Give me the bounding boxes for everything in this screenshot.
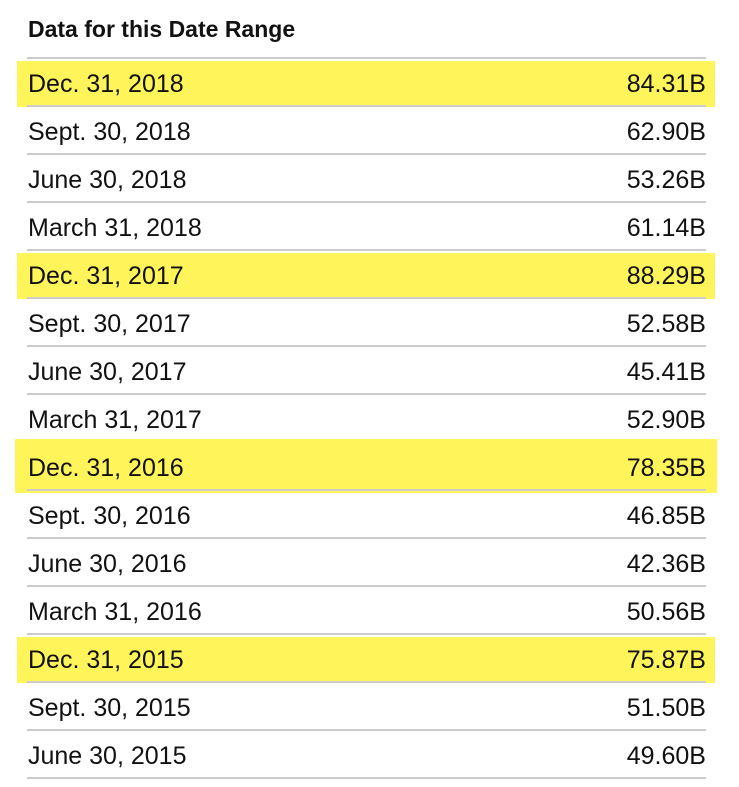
row-value: 78.35B [626, 454, 706, 482]
row-date: Sept. 30, 2015 [28, 694, 191, 722]
date-range-table: Dec. 31, 2018 84.31B Sept. 30, 2018 62.9… [15, 57, 717, 779]
table-row: Dec. 31, 2017 88.29B [17, 249, 715, 299]
row-date: June 30, 2015 [28, 742, 187, 770]
table-divider [27, 777, 706, 779]
table-row: June 30, 2016 42.36B [27, 537, 706, 585]
table-row: Sept. 30, 2016 46.85B [27, 489, 706, 537]
row-date: March 31, 2018 [28, 214, 202, 242]
section-title: Data for this Date Range [28, 16, 296, 42]
table-row: March 31, 2016 50.56B [27, 585, 706, 633]
row-value: 51.50B [626, 694, 706, 722]
row-date: June 30, 2016 [28, 550, 187, 578]
row-value: 61.14B [626, 214, 706, 242]
row-value: 45.41B [626, 358, 706, 386]
row-date: Dec. 31, 2018 [28, 70, 184, 98]
row-date: Dec. 31, 2016 [28, 454, 184, 482]
row-date: June 30, 2018 [28, 166, 187, 194]
table-row: Dec. 31, 2016 78.35B [15, 439, 717, 493]
row-value: 88.29B [626, 262, 706, 290]
table-row: March 31, 2017 52.90B [27, 393, 706, 441]
row-value: 62.90B [626, 118, 706, 146]
row-value: 52.90B [626, 406, 706, 434]
row-value: 52.58B [626, 310, 706, 338]
row-date: Sept. 30, 2018 [28, 118, 191, 146]
row-value: 50.56B [626, 598, 706, 626]
table-row: Sept. 30, 2017 52.58B [27, 297, 706, 345]
table-row: March 31, 2018 61.14B [27, 201, 706, 249]
table-row: Dec. 31, 2015 75.87B [17, 633, 715, 683]
row-date: March 31, 2016 [28, 598, 202, 626]
row-date: Sept. 30, 2017 [28, 310, 191, 338]
row-value: 75.87B [626, 646, 706, 674]
row-date: Sept. 30, 2016 [28, 502, 191, 530]
row-value: 42.36B [626, 550, 706, 578]
row-date: March 31, 2017 [28, 406, 202, 434]
table-row: June 30, 2017 45.41B [27, 345, 706, 393]
row-date: Dec. 31, 2017 [28, 262, 184, 290]
table-row: Sept. 30, 2015 51.50B [27, 681, 706, 729]
table-row: June 30, 2015 49.60B [27, 729, 706, 777]
table-row: June 30, 2018 53.26B [27, 153, 706, 201]
table-row: Dec. 31, 2018 84.31B [17, 57, 715, 107]
row-date: June 30, 2017 [28, 358, 187, 386]
row-value: 46.85B [626, 502, 706, 530]
row-value: 84.31B [626, 70, 706, 98]
row-date: Dec. 31, 2015 [28, 646, 184, 674]
row-value: 53.26B [626, 166, 706, 194]
row-value: 49.60B [626, 742, 706, 770]
table-row: Sept. 30, 2018 62.90B [27, 105, 706, 153]
